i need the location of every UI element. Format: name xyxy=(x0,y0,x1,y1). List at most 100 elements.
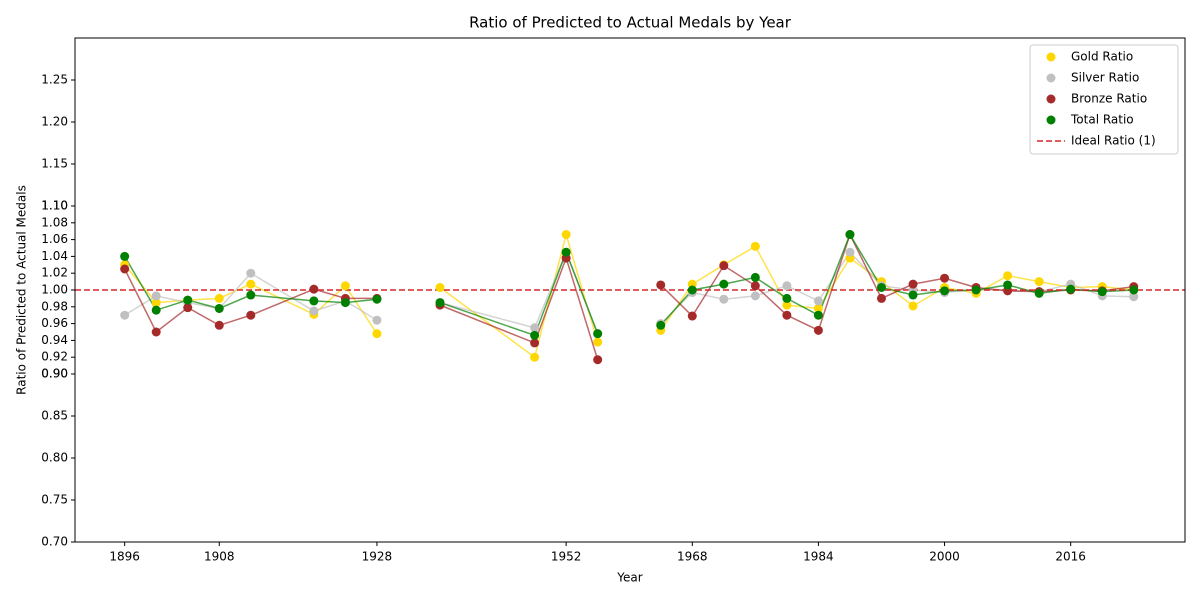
data-point xyxy=(719,294,729,304)
data-point xyxy=(719,279,729,289)
y-tick-label: 1.02 xyxy=(41,266,68,280)
data-point xyxy=(593,329,603,339)
legend-marker xyxy=(1046,94,1056,104)
data-point xyxy=(1097,287,1107,297)
data-point xyxy=(340,298,350,308)
data-point xyxy=(782,300,792,310)
data-point xyxy=(750,291,760,301)
data-point xyxy=(845,247,855,257)
y-tick-label: 0.85 xyxy=(41,409,68,423)
legend-box xyxy=(1029,44,1179,155)
series-line xyxy=(123,268,377,334)
x-tick-label: 1928 xyxy=(362,550,393,564)
data-point xyxy=(656,280,666,290)
data-point xyxy=(151,305,161,315)
data-point xyxy=(593,355,603,365)
legend-label: Total Ratio xyxy=(1070,113,1134,127)
y-tick-label: 0.80 xyxy=(41,451,68,465)
data-point xyxy=(593,337,603,347)
data-point xyxy=(246,268,256,278)
data-point xyxy=(120,310,130,320)
series-line xyxy=(660,232,1134,326)
y-tick-label: 1.25 xyxy=(41,73,68,87)
data-point xyxy=(687,311,697,321)
y-tick-label: 0.96 xyxy=(41,316,68,330)
data-point xyxy=(1129,292,1139,302)
data-point xyxy=(530,323,540,333)
y-tick-label: 1.08 xyxy=(41,215,68,229)
data-point xyxy=(214,303,224,313)
x-tick-label: 1896 xyxy=(109,550,140,564)
legend-marker xyxy=(1046,52,1056,62)
data-point xyxy=(845,230,855,240)
data-point xyxy=(813,310,823,320)
data-point xyxy=(876,293,886,303)
data-point xyxy=(151,298,161,308)
data-point xyxy=(530,352,540,362)
y-tick-label: 1.06 xyxy=(41,232,68,246)
x-tick-label: 1952 xyxy=(551,550,582,564)
series-line xyxy=(660,250,1134,325)
data-point xyxy=(782,293,792,303)
y-tick-label: 1.10 xyxy=(41,199,68,213)
data-point xyxy=(813,296,823,306)
data-point xyxy=(151,291,161,301)
data-point xyxy=(183,303,193,313)
data-point xyxy=(530,338,540,348)
data-point xyxy=(183,295,193,305)
data-point xyxy=(246,279,256,289)
data-point xyxy=(656,320,666,330)
y-tick-label: 1.04 xyxy=(41,249,68,263)
series-line xyxy=(439,250,599,337)
y-tick-label: 0.92 xyxy=(41,350,68,364)
x-tick-label: 1968 xyxy=(677,550,708,564)
x-axis-label: Year xyxy=(616,571,642,585)
data-point xyxy=(435,298,445,308)
data-point xyxy=(561,230,571,240)
data-point xyxy=(750,272,760,282)
y-tick-label: 1.15 xyxy=(41,157,68,171)
series-line xyxy=(439,255,599,360)
data-point xyxy=(1003,271,1013,281)
data-point xyxy=(750,281,760,291)
legend-label: Bronze Ratio xyxy=(1071,92,1147,106)
y-tick-label: 1.20 xyxy=(41,115,68,129)
data-point xyxy=(782,281,792,291)
y-tick-label: 0.98 xyxy=(41,299,68,313)
data-point xyxy=(971,285,981,295)
data-point xyxy=(214,320,224,330)
data-point xyxy=(687,285,697,295)
legend-label: Gold Ratio xyxy=(1071,50,1133,64)
legend-marker xyxy=(1046,73,1056,83)
y-tick-label: 1.10 xyxy=(41,199,68,213)
y-tick-label: 0.70 xyxy=(41,535,68,549)
data-point xyxy=(309,284,319,294)
y-tick-label: 0.90 xyxy=(41,367,68,381)
data-point xyxy=(246,290,256,300)
data-point xyxy=(435,282,445,292)
x-tick-label: 2000 xyxy=(929,550,960,564)
data-point xyxy=(1066,284,1076,294)
data-point xyxy=(908,290,918,300)
data-point xyxy=(908,301,918,311)
y-tick-label: 0.90 xyxy=(41,367,68,381)
data-point xyxy=(908,279,918,289)
data-point xyxy=(1129,285,1139,295)
y-tick-label: 0.94 xyxy=(41,333,68,347)
legend-marker xyxy=(1046,115,1056,125)
data-point xyxy=(561,247,571,257)
data-point xyxy=(372,315,382,325)
data-point xyxy=(372,294,382,304)
data-point xyxy=(876,282,886,292)
series-line xyxy=(660,245,1134,331)
data-point xyxy=(813,303,823,313)
data-point xyxy=(151,327,161,337)
data-point xyxy=(1003,280,1013,290)
data-point xyxy=(1034,277,1044,287)
x-tick-label: 2016 xyxy=(1055,550,1086,564)
chart-title: Ratio of Predicted to Actual Medals by Y… xyxy=(469,14,792,32)
data-point xyxy=(246,310,256,320)
data-point xyxy=(309,306,319,316)
